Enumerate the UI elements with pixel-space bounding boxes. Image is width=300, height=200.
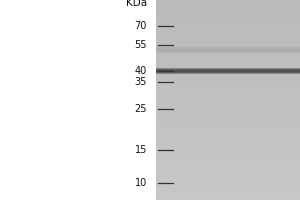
- Bar: [156, 12, 300, 15]
- Bar: [156, 152, 300, 155]
- Bar: [156, 150, 300, 152]
- Bar: [156, 175, 300, 178]
- Text: 70: 70: [135, 21, 147, 31]
- Bar: [156, 185, 300, 188]
- Bar: [156, 52, 300, 55]
- Bar: [156, 162, 300, 165]
- Text: 15: 15: [135, 145, 147, 155]
- Bar: [156, 43, 300, 45]
- Bar: [156, 118, 300, 120]
- Bar: [156, 25, 300, 27]
- Bar: [156, 80, 300, 82]
- Bar: [156, 10, 300, 12]
- Bar: [156, 52, 300, 53]
- Bar: [156, 2, 300, 5]
- Bar: [156, 49, 300, 50]
- Text: KDa: KDa: [126, 0, 147, 8]
- Bar: [156, 160, 300, 162]
- Bar: [156, 70, 300, 73]
- Bar: [156, 108, 300, 110]
- Bar: [156, 170, 300, 172]
- Bar: [156, 95, 300, 98]
- Text: 35: 35: [135, 77, 147, 87]
- Bar: [156, 140, 300, 142]
- Bar: [156, 60, 300, 62]
- Bar: [156, 47, 300, 48]
- Bar: [156, 47, 300, 50]
- Bar: [156, 142, 300, 145]
- Bar: [156, 65, 300, 68]
- Bar: [156, 115, 300, 117]
- Bar: [156, 50, 300, 52]
- Bar: [156, 82, 300, 85]
- Bar: [156, 32, 300, 35]
- Bar: [156, 18, 300, 20]
- Bar: [156, 46, 300, 47]
- Bar: [156, 15, 300, 18]
- Bar: [156, 130, 300, 132]
- Bar: [156, 55, 300, 58]
- Bar: [156, 188, 300, 190]
- Bar: [156, 145, 300, 148]
- Bar: [156, 168, 300, 170]
- Bar: [156, 195, 300, 198]
- Bar: [156, 62, 300, 65]
- Bar: [156, 20, 300, 22]
- Bar: [156, 40, 300, 43]
- Bar: [156, 88, 300, 90]
- Bar: [156, 172, 300, 175]
- Bar: [156, 7, 300, 10]
- Bar: [156, 30, 300, 32]
- Bar: [156, 68, 300, 70]
- Bar: [156, 125, 300, 128]
- Bar: [156, 77, 300, 80]
- Bar: [156, 53, 300, 54]
- Bar: [156, 100, 300, 102]
- Bar: [156, 105, 300, 108]
- Bar: [156, 98, 300, 100]
- Bar: [156, 48, 300, 49]
- Bar: [156, 122, 300, 125]
- Bar: [156, 27, 300, 30]
- Bar: [156, 0, 300, 2]
- Bar: [156, 110, 300, 112]
- Bar: [156, 138, 300, 140]
- Text: 55: 55: [134, 40, 147, 50]
- Bar: [156, 135, 300, 138]
- Bar: [156, 198, 300, 200]
- Bar: [156, 192, 300, 195]
- Bar: [156, 50, 300, 51]
- Bar: [156, 51, 300, 52]
- Bar: [156, 58, 300, 60]
- Bar: [156, 38, 300, 40]
- Bar: [156, 190, 300, 192]
- Text: 25: 25: [134, 104, 147, 114]
- Bar: [156, 178, 300, 180]
- Bar: [156, 112, 300, 115]
- Bar: [156, 75, 300, 77]
- Text: 10: 10: [135, 178, 147, 188]
- Bar: [156, 132, 300, 135]
- Bar: [156, 92, 300, 95]
- Bar: [156, 73, 300, 75]
- Bar: [156, 180, 300, 182]
- Bar: [156, 35, 300, 38]
- Bar: [156, 85, 300, 88]
- Bar: [156, 182, 300, 185]
- Bar: [156, 5, 300, 7]
- Bar: [156, 22, 300, 25]
- Text: 40: 40: [135, 66, 147, 76]
- Bar: [156, 90, 300, 92]
- Bar: [156, 155, 300, 158]
- Bar: [156, 165, 300, 168]
- Bar: [156, 128, 300, 130]
- Bar: [156, 45, 300, 47]
- Bar: [156, 158, 300, 160]
- Bar: [156, 120, 300, 122]
- Bar: [156, 102, 300, 105]
- Bar: [156, 148, 300, 150]
